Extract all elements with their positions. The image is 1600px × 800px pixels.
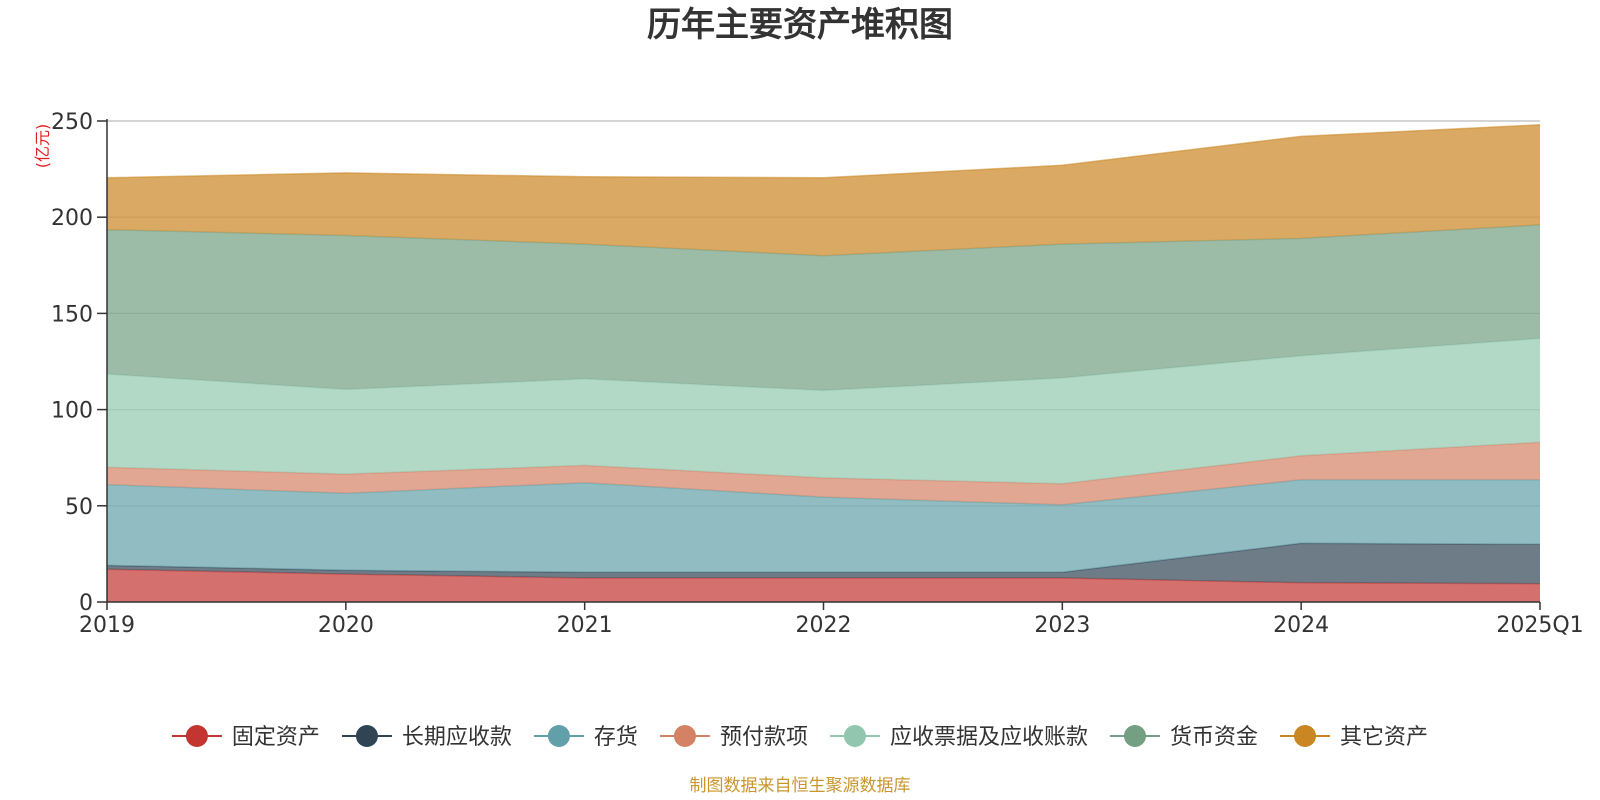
legend-label: 应收票据及应收账款: [890, 725, 1088, 750]
legend-marker: [185, 725, 208, 747]
legend-item: 货币资金: [1109, 725, 1258, 750]
area-固定资产: [107, 569, 1540, 602]
legend: 固定资产 长期应收款 存货 预付款项 应收票据及应收账款 货币资金 其它资产: [171, 725, 1428, 750]
legend-item: 固定资产: [171, 725, 320, 750]
legend-item: 预付款项: [659, 725, 808, 750]
legend-marker: [843, 725, 866, 747]
x-tick-label: 2020: [318, 613, 374, 638]
x-tick-label: 2024: [1273, 613, 1329, 638]
legend-marker: [673, 725, 696, 747]
area-应收票据及应收账款: [107, 338, 1540, 484]
series-areas: [106, 124, 1541, 602]
chart-title: 历年主要资产堆积图: [647, 5, 953, 45]
area-货币资金: [107, 224, 1540, 391]
legend-label: 长期应收款: [402, 725, 512, 750]
legend-label: 预付款项: [720, 725, 808, 750]
legend-item: 存货: [533, 725, 638, 750]
y-tick-label: 100: [51, 399, 93, 424]
legend-label: 其它资产: [1340, 725, 1428, 750]
area-存货: [107, 479, 1540, 573]
legend-marker: [547, 725, 570, 747]
area-edge-其它资产: [106, 124, 1541, 179]
y-axis-unit-label: (亿元): [33, 124, 52, 169]
area-其它资产: [107, 124, 1540, 256]
x-tick-label: 2019: [79, 613, 135, 638]
y-tick-label: 250: [51, 110, 93, 135]
y-tick-label: 200: [51, 206, 93, 231]
source-note: 制图数据来自恒生聚源数据库: [690, 776, 911, 796]
legend-marker: [355, 725, 378, 747]
area-长期应收款: [107, 543, 1540, 584]
y-tick-label: 50: [65, 495, 93, 520]
legend-label: 固定资产: [232, 725, 320, 750]
y-tick-label: 150: [51, 302, 93, 327]
x-tick-label: 2022: [796, 613, 852, 638]
legend-label: 存货: [594, 725, 638, 750]
area-预付款项: [107, 442, 1540, 505]
y-tick-label: 0: [79, 591, 93, 616]
legend-label: 货币资金: [1170, 725, 1258, 750]
legend-marker: [1293, 725, 1316, 747]
legend-item: 长期应收款: [341, 725, 512, 750]
axes: 0 50 100 150 200 250 2019 2020 2021 2022 2023 2024 2…: [51, 110, 1584, 638]
legend-item: 应收票据及应收账款: [829, 725, 1088, 750]
x-tick-label: 2025Q1: [1496, 613, 1583, 638]
legend-item: 其它资产: [1279, 725, 1428, 750]
x-tick-label: 2023: [1034, 613, 1090, 638]
legend-marker: [1123, 725, 1146, 747]
x-tick-label: 2021: [557, 613, 613, 638]
